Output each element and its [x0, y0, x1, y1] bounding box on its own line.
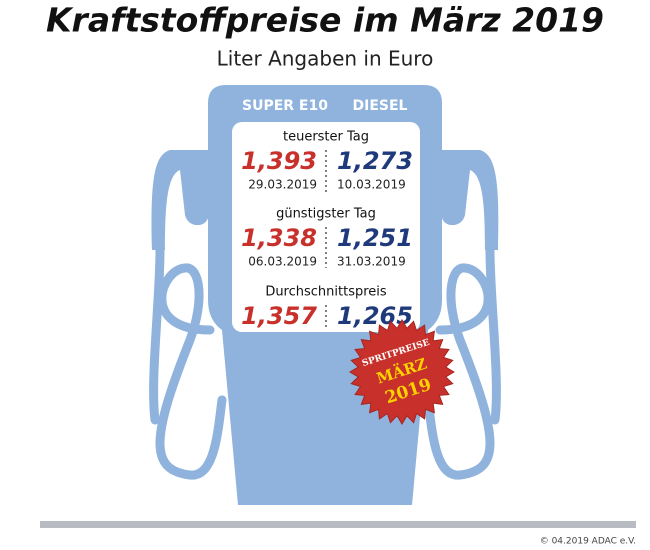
date: 31.03.2019 [337, 255, 406, 269]
title: Kraftstoffpreise im März 2019 [46, 1, 604, 40]
column-header: SUPER E10 [242, 98, 328, 114]
date: 06.03.2019 [248, 255, 317, 269]
price: 1,273 [337, 147, 413, 175]
column-header: DIESEL [353, 98, 408, 114]
subtitle: Liter Angaben in Euro [217, 47, 434, 71]
date: 29.03.2019 [248, 178, 317, 192]
date: 10.03.2019 [337, 178, 406, 192]
footer: © 04.2019 ADAC e.V. [540, 537, 636, 547]
price: 1,393 [241, 147, 317, 175]
price: 1,357 [241, 302, 317, 330]
section-label: günstigster Tag [276, 207, 376, 222]
section-label: teuerster Tag [283, 130, 369, 145]
hoses [149, 245, 501, 480]
footer-bar [40, 521, 636, 528]
nozzles [151, 150, 499, 250]
price: 1,338 [241, 224, 317, 252]
badge [349, 319, 455, 425]
section-label: Durchschnittspreis [265, 285, 387, 300]
price: 1,251 [337, 224, 413, 252]
